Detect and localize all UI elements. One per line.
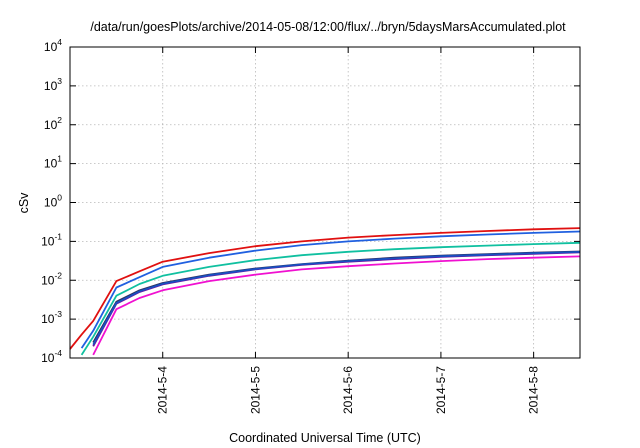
x-tick-label: 2014-5-4 (156, 366, 170, 414)
y-tick-label: 10-1 (41, 231, 62, 248)
y-tick-label: 104 (44, 37, 62, 54)
series-line-7 (92, 255, 581, 356)
y-tick-label: 10-4 (41, 348, 62, 365)
series-line-3 (80, 241, 581, 356)
grid-lines (70, 47, 580, 358)
series-line-6 (92, 251, 581, 346)
x-axis-label: Coordinated Universal Time (UTC) (229, 431, 421, 445)
y-tick-label: 102 (44, 115, 62, 132)
series-line-1 (69, 227, 581, 350)
y-axis-label: cSv (17, 192, 31, 214)
y-tick-label: 103 (44, 76, 62, 93)
x-tick-label: 2014-5-6 (341, 366, 355, 414)
series-line-2 (80, 230, 581, 349)
x-tick-label: 2014-5-8 (527, 366, 541, 414)
y-tick-label: 10-3 (41, 309, 62, 326)
data-series (69, 227, 581, 356)
y-tick-label: 10-2 (41, 270, 62, 287)
series-line-4 (92, 250, 581, 343)
y-tick-label: 100 (44, 193, 62, 210)
y-tick-label: 101 (44, 154, 62, 171)
x-axis-ticks: 2014-5-4 2014-5-5 2014-5-6 2014-5-7 2014-5-8 (156, 47, 541, 414)
y-axis-ticks: 10-4 10-3 10-2 10-1 100 101 102 103 104 (41, 37, 580, 365)
x-tick-label: 2014-5-5 (248, 366, 262, 414)
x-tick-label: 2014-5-7 (434, 366, 448, 414)
chart-title: /data/run/goesPlots/archive/2014-05-08/1… (90, 20, 566, 34)
